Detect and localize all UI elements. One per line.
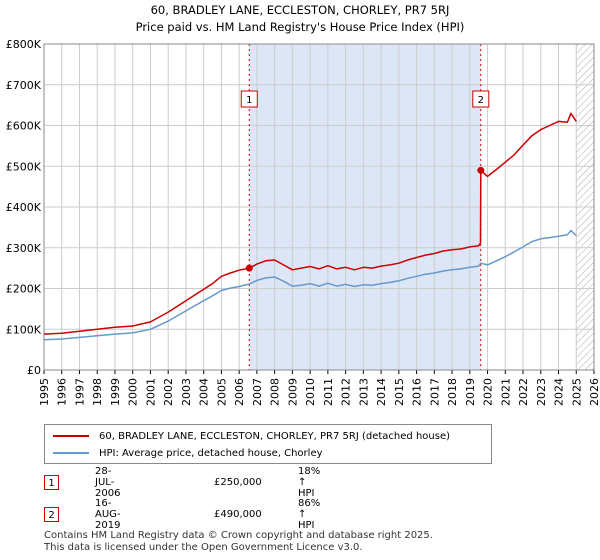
footer-licence: This data is licensed under the Open Gov…	[44, 542, 363, 553]
x-tick-label: 2020	[482, 378, 495, 406]
x-tick-label: 2024	[553, 378, 566, 406]
x-tick-label: 1999	[109, 378, 122, 406]
x-tick-label: 2009	[286, 378, 299, 406]
x-tick-label: 2012	[340, 378, 353, 406]
legend-label-property: 60, BRADLEY LANE, ECCLESTON, CHORLEY, PR…	[99, 430, 450, 442]
transaction-number: 2	[44, 506, 59, 522]
x-tick-label: 2000	[127, 378, 140, 406]
x-tick-label: 2021	[499, 378, 512, 406]
y-tick-label: £200K	[6, 283, 42, 296]
sale-point-2	[477, 166, 485, 174]
legend-item-hpi: HPI: Average price, detached house, Chor…	[53, 446, 323, 460]
transaction-row-1: 1 28-JUL-2006 £250,000 18% ↑ HPI	[44, 466, 320, 499]
x-tick-label: 2013	[357, 378, 370, 406]
x-tick-label: 2025	[570, 378, 583, 406]
x-tick-label: 2004	[198, 378, 211, 406]
marker-label-2: 2	[478, 95, 484, 106]
legend-item-property: 60, BRADLEY LANE, ECCLESTON, CHORLEY, PR…	[53, 429, 450, 443]
x-tick-label: 2015	[393, 378, 406, 406]
x-tick-label: 1996	[56, 378, 69, 406]
transaction-price: £250,000	[214, 476, 262, 488]
y-tick-label: £300K	[6, 242, 42, 255]
transaction-hpi: 18% ↑ HPI	[298, 465, 321, 499]
transaction-date: 28-JUL-2006	[95, 465, 121, 499]
plot-border	[43, 43, 595, 371]
x-tick-label: 2001	[144, 378, 157, 406]
x-tick-label: 2014	[375, 378, 388, 406]
x-tick-label: 2006	[233, 378, 246, 406]
footer-copyright: Contains HM Land Registry data © Crown c…	[44, 530, 433, 541]
legend-label-hpi: HPI: Average price, detached house, Chor…	[99, 447, 323, 459]
y-tick-label: £100K	[6, 323, 42, 336]
x-tick-label: 2022	[517, 378, 530, 406]
transaction-row-2: 2 16-AUG-2019 £490,000 86% ↑ HPI	[44, 498, 320, 531]
x-tick-label: 2026	[588, 378, 600, 406]
y-tick-label: £600K	[6, 120, 42, 133]
x-tick-label: 2008	[269, 378, 282, 406]
y-tick-label: £500K	[6, 160, 42, 173]
x-tick-label: 1995	[38, 378, 51, 406]
sale-point-1	[245, 264, 253, 272]
x-tick-label: 2019	[464, 378, 477, 406]
chart-title: 60, BRADLEY LANE, ECCLESTON, CHORLEY, PR…	[150, 3, 450, 17]
x-tick-label: 1998	[91, 378, 104, 406]
y-tick-label: £800K	[6, 38, 42, 51]
y-tick-label: £400K	[6, 201, 42, 214]
legend-swatch-hpi	[53, 452, 89, 454]
x-tick-label: 2007	[251, 378, 264, 406]
y-tick-label: £0	[27, 364, 41, 377]
x-tick-label: 2023	[535, 378, 548, 406]
chart-subtitle: Price paid vs. HM Land Registry's House …	[135, 20, 465, 34]
transaction-number: 1	[44, 474, 59, 490]
y-tick-label: £700K	[6, 79, 42, 92]
marker-box-1	[240, 90, 258, 108]
legend-swatch-property	[53, 435, 89, 437]
x-tick-label: 2003	[180, 378, 193, 406]
x-tick-label: 2005	[215, 378, 228, 406]
x-tick-label: 2018	[446, 378, 459, 406]
property-series-line	[43, 112, 577, 335]
x-tick-label: 2017	[428, 378, 441, 406]
x-tick-label: 1997	[73, 378, 86, 406]
hpi-series-line	[43, 229, 577, 341]
marker-box-2	[472, 90, 490, 108]
x-tick-label: 2011	[322, 378, 335, 406]
marker-label-1: 1	[246, 95, 252, 106]
transaction-hpi: 86% ↑ HPI	[298, 497, 321, 531]
legend: 60, BRADLEY LANE, ECCLESTON, CHORLEY, PR…	[44, 424, 492, 464]
x-tick-label: 2010	[304, 378, 317, 406]
x-tick-label: 2016	[411, 378, 424, 406]
price-chart: £0 £100K £200K £300K £400K £500K £600K £700K £80…	[6, 38, 600, 406]
transaction-date: 16-AUG-2019	[95, 497, 121, 531]
x-tick-label: 2002	[162, 378, 175, 406]
transaction-price: £490,000	[214, 508, 262, 520]
